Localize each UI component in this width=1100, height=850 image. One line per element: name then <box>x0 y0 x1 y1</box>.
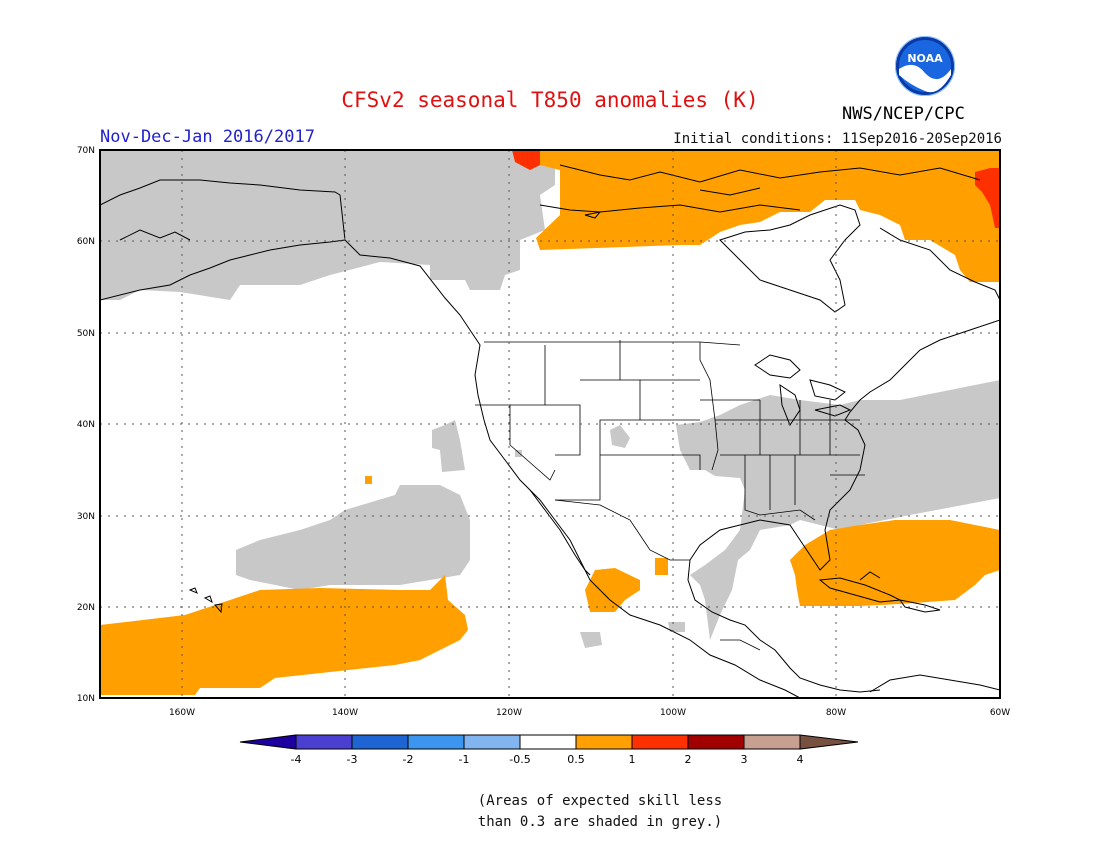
colorbar-swatch <box>239 734 297 750</box>
lat-label: 10N <box>77 694 95 704</box>
lon-labels: 160W 140W 120W 100W 80W 60W <box>169 708 1010 718</box>
footnote-line: (Areas of expected skill less <box>477 793 723 809</box>
colorbar-label: -2 <box>403 753 414 766</box>
colorbar-swatch <box>463 734 521 750</box>
lon-label: 60W <box>990 708 1010 718</box>
colorbar-label: 1 <box>629 753 636 766</box>
lat-label: 30N <box>77 512 95 522</box>
colorbar-swatch <box>407 734 465 750</box>
lat-labels: 70N 60N 50N 40N 30N 20N 10N <box>77 146 95 704</box>
colorbar-swatch <box>575 734 633 750</box>
coastlines <box>100 164 1000 698</box>
colorbar-swatch <box>295 734 353 750</box>
lat-label: 20N <box>77 603 95 613</box>
lon-label: 140W <box>332 708 358 718</box>
skill-footnote: (Areas of expected skill less than 0.3 a… <box>0 791 1100 833</box>
grey-low-skill-areas <box>100 150 1000 648</box>
red-anomaly-areas <box>512 150 1000 228</box>
colorbar-swatch <box>799 734 859 750</box>
colorbar-labels: -4 -3 -2 -1 -0.5 0.5 1 2 3 4 <box>291 753 804 766</box>
colorbar-swatch <box>351 734 409 750</box>
season-label: Nov-Dec-Jan 2016/2017 <box>100 127 315 147</box>
colorbar-label: 3 <box>741 753 748 766</box>
colorbar-label: -1 <box>459 753 470 766</box>
logo-text: NOAA <box>907 52 943 65</box>
colorbar-label: -0.5 <box>509 753 530 766</box>
map-frame <box>99 149 1001 699</box>
lon-label: 120W <box>496 708 522 718</box>
initial-conditions: Initial conditions: 11Sep2016-20Sep2016 <box>673 131 1002 147</box>
colorbar-swatch <box>631 734 689 750</box>
colorbar-swatch <box>743 734 801 750</box>
lon-label: 80W <box>826 708 846 718</box>
graticule <box>100 150 1000 698</box>
map-title: CFSv2 seasonal T850 anomalies (K) <box>341 88 759 112</box>
lat-label: 50N <box>77 329 95 339</box>
colorbar-label: 0.5 <box>567 753 585 766</box>
footnote-line: than 0.3 are shaded in grey.) <box>477 814 723 830</box>
lat-label: 40N <box>77 420 95 430</box>
colorbar-label: 2 <box>685 753 692 766</box>
shading-layer <box>100 150 1000 695</box>
lat-label: 60N <box>77 237 95 247</box>
colorbar-label: -4 <box>291 753 302 766</box>
lon-label: 100W <box>660 708 686 718</box>
colorbar-label: -3 <box>347 753 358 766</box>
agency-label: NWS/NCEP/CPC <box>842 104 965 124</box>
colorbar <box>239 734 859 750</box>
colorbar-swatch <box>687 734 745 750</box>
lat-label: 70N <box>77 146 95 156</box>
colorbar-swatch <box>519 734 577 750</box>
noaa-logo: NOAA <box>895 36 955 96</box>
colorbar-label: 4 <box>797 753 804 766</box>
orange-anomaly-areas <box>100 150 1000 695</box>
lon-label: 160W <box>169 708 195 718</box>
